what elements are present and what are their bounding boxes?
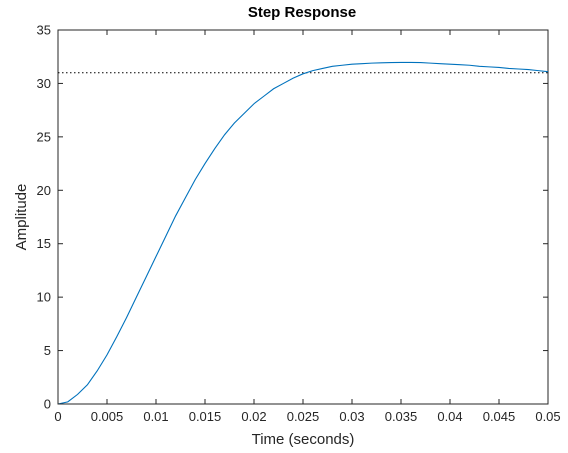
x-tick-label: 0.035 <box>385 409 418 424</box>
y-tick-label: 0 <box>44 397 51 412</box>
plot-area: 0 0.005 0.01 0.015 0.02 0.025 0.03 0.035 0.04 0.0… <box>37 23 561 425</box>
x-tick-label: 0.045 <box>483 409 516 424</box>
y-tick-label: 25 <box>37 129 51 144</box>
x-tick-label: 0.015 <box>189 409 222 424</box>
x-tick-label: 0.05 <box>535 409 560 424</box>
x-tick-label: 0 <box>54 409 61 424</box>
x-tick-label: 0.01 <box>143 409 168 424</box>
x-tick-label: 0.02 <box>241 409 266 424</box>
y-tick-label: 5 <box>44 343 51 358</box>
y-tick-label: 15 <box>37 236 51 251</box>
y-tick-label: 30 <box>37 76 51 91</box>
x-tick-label: 0.03 <box>339 409 364 424</box>
x-tick-label: 0.04 <box>437 409 462 424</box>
x-axis-label: Time (seconds) <box>252 431 355 448</box>
y-tick-label: 20 <box>37 183 51 198</box>
y-tick-label: 10 <box>37 290 51 305</box>
y-axis-label: Amplitude <box>13 184 30 251</box>
chart-title: Step Response <box>248 4 356 21</box>
step-response-series-line <box>57 61 549 405</box>
x-tick-label: 0.025 <box>287 409 320 424</box>
axes-box <box>57 29 549 405</box>
y-tick-label: 35 <box>37 23 51 38</box>
x-tick-label: 0.005 <box>91 409 124 424</box>
